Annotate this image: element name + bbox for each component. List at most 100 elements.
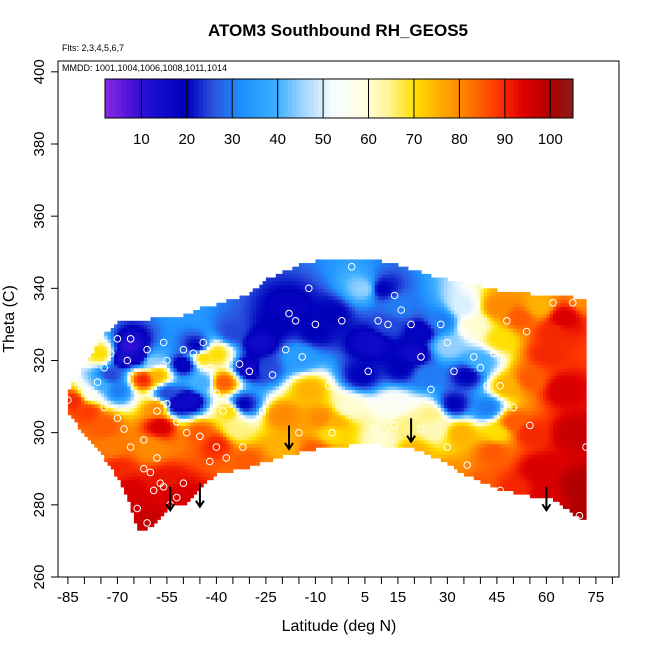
rh-cell	[308, 324, 313, 329]
rh-cell	[190, 472, 194, 477]
rh-cell	[183, 461, 188, 466]
rh-cell	[364, 266, 369, 271]
rh-cell	[378, 436, 382, 441]
rh-cell	[411, 378, 415, 383]
rh-cell	[110, 418, 115, 423]
rh-cell	[371, 284, 376, 289]
rh-cell	[275, 306, 280, 311]
rh-cell	[173, 392, 178, 398]
rh-cell	[331, 385, 336, 390]
rh-cell	[302, 439, 307, 445]
rh-cell	[256, 338, 260, 344]
rh-cell	[374, 288, 379, 293]
rh-cell	[196, 313, 201, 318]
rh-cell	[265, 374, 270, 380]
rh-cell	[232, 389, 237, 394]
rh-cell	[292, 382, 297, 387]
rh-cell	[279, 342, 283, 347]
rh-cell	[384, 414, 389, 419]
rh-cell	[404, 299, 409, 304]
rh-cell	[378, 400, 382, 405]
rh-cell	[193, 367, 198, 372]
rh-cell	[140, 432, 145, 437]
rh-cell	[298, 429, 303, 434]
rh-cell	[133, 335, 138, 340]
rh-cell	[229, 317, 234, 322]
rh-cell	[318, 270, 323, 275]
rh-cell	[374, 360, 379, 365]
rh-cell	[180, 403, 184, 409]
rh-cell	[384, 385, 389, 390]
rh-cell	[183, 472, 188, 477]
rh-cell	[143, 403, 148, 409]
rh-cell	[91, 414, 95, 419]
rh-cell	[246, 338, 250, 344]
rh-cell	[411, 429, 415, 434]
rh-cell	[213, 313, 217, 318]
rh-cell	[190, 421, 194, 427]
rh-cell	[157, 443, 161, 448]
rh-cell	[186, 389, 191, 394]
rh-cell	[315, 284, 320, 289]
rh-cell	[223, 349, 227, 354]
rh-cell	[305, 299, 310, 304]
rh-cell	[381, 317, 386, 322]
rh-cell	[302, 371, 307, 376]
rh-cell	[232, 443, 237, 448]
rh-cell	[137, 425, 142, 430]
rh-cell	[150, 317, 155, 322]
rh-cell	[318, 328, 323, 333]
rh-cell	[404, 371, 409, 376]
rh-cell	[302, 263, 307, 268]
rh-cell	[381, 425, 386, 430]
rh-cell	[226, 374, 231, 380]
rh-cell	[265, 320, 270, 326]
rh-cell	[239, 421, 244, 427]
rh-cell	[117, 396, 122, 401]
rh-cell	[183, 486, 188, 491]
rh-cell	[219, 331, 224, 336]
rh-cell	[183, 501, 188, 506]
rh-cell	[298, 374, 303, 380]
rh-cell	[176, 454, 181, 459]
rh-cell	[279, 403, 283, 409]
rh-cell	[315, 338, 320, 344]
rh-cell	[295, 281, 300, 286]
rh-cell	[397, 338, 402, 344]
rh-cell	[388, 291, 392, 297]
rh-cell	[374, 320, 379, 326]
rh-cell	[407, 324, 412, 329]
rh-cell	[117, 457, 122, 463]
rh-cell	[358, 270, 363, 275]
rh-cell	[180, 468, 184, 473]
rh-cell	[328, 346, 333, 351]
rh-cell	[110, 429, 115, 434]
rh-cell	[97, 429, 102, 434]
rh-cell	[279, 364, 283, 369]
rh-cell	[305, 414, 310, 419]
rh-cell	[335, 335, 340, 340]
rh-cell	[289, 281, 293, 286]
rh-cell	[318, 439, 323, 445]
rh-cell	[355, 429, 359, 434]
rh-cell	[381, 353, 386, 358]
rh-cell	[153, 468, 158, 473]
rh-cell	[229, 454, 234, 459]
rh-cell	[209, 418, 214, 423]
rh-cell	[130, 486, 135, 491]
rh-cell	[335, 331, 340, 336]
rh-cell	[110, 335, 115, 340]
rh-cell	[298, 436, 303, 441]
rh-cell	[331, 295, 336, 300]
rh-cell	[143, 374, 148, 380]
rh-cell	[312, 364, 316, 369]
rh-cell	[335, 313, 340, 318]
rh-cell	[87, 364, 92, 369]
rh-cell	[388, 288, 392, 293]
rh-cell	[110, 382, 115, 387]
rh-cell	[239, 331, 244, 336]
rh-cell	[391, 291, 396, 297]
rh-cell	[190, 439, 194, 445]
rh-cell	[348, 270, 353, 275]
rh-cell	[394, 371, 399, 376]
